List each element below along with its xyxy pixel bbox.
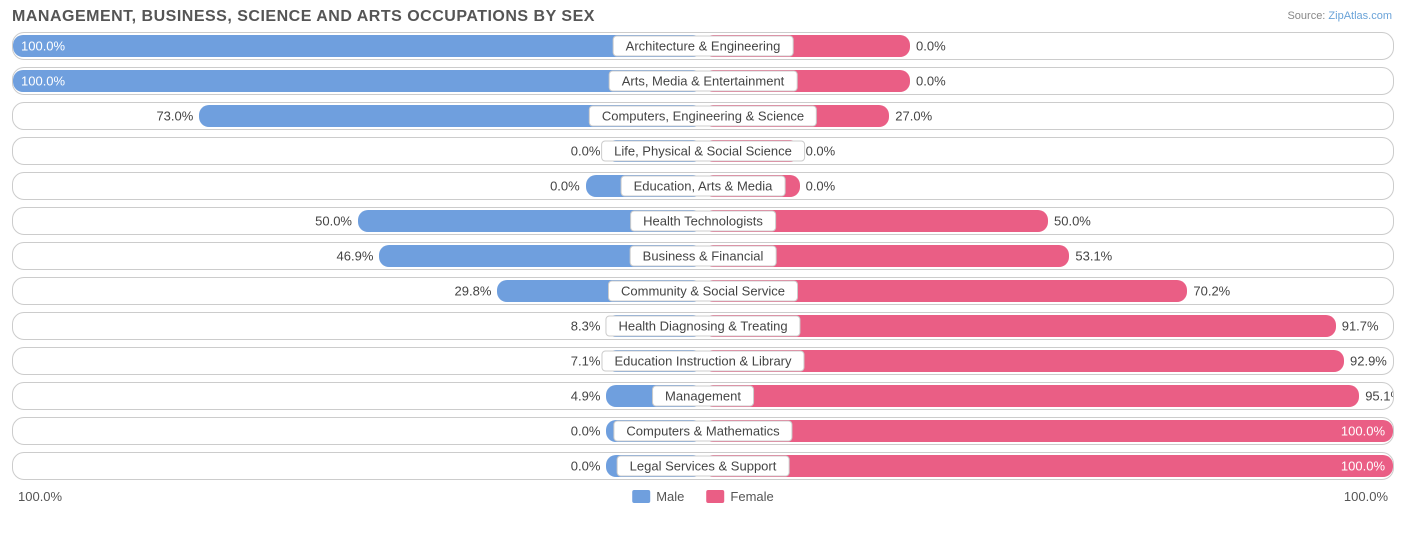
male-value-label: 73.0%: [156, 109, 193, 124]
male-bar: [13, 35, 703, 57]
female-value-label: 92.9%: [1350, 354, 1387, 369]
row-track: 0.0% 0.0%Life, Physical & Social Science: [12, 137, 1394, 165]
row-track: 0.0% 100.0% Legal Services & Support: [12, 452, 1394, 480]
category-label: Computers, Engineering & Science: [589, 106, 817, 127]
female-value-label: 95.1%: [1365, 389, 1394, 404]
axis-left-label: 100.0%: [18, 489, 62, 504]
female-bar: [703, 455, 1393, 477]
male-value-label: 4.9%: [571, 389, 601, 404]
category-label: Community & Social Service: [608, 281, 798, 302]
row-track: 73.0% 27.0% Computers, Engineering & Scien…: [12, 102, 1394, 130]
legend-item-male: Male: [632, 489, 684, 504]
row-track: 50.0% 50.0% Health Technologists: [12, 207, 1394, 235]
swatch-male: [632, 490, 650, 503]
male-value-label: 0.0%: [571, 459, 601, 474]
female-value-label: 100.0%: [1341, 459, 1385, 474]
axis-row: 100.0% Male Female 100.0%: [12, 487, 1394, 504]
category-label: Health Technologists: [630, 211, 776, 232]
category-label: Education Instruction & Library: [601, 351, 804, 372]
female-value-label: 0.0%: [916, 39, 946, 54]
axis-right-label: 100.0%: [1344, 489, 1388, 504]
legend-female-label: Female: [730, 489, 773, 504]
swatch-female: [706, 490, 724, 503]
male-value-label: 0.0%: [571, 424, 601, 439]
row-track: 29.8% 70.2% Community & Social Service: [12, 277, 1394, 305]
chart-title: MANAGEMENT, BUSINESS, SCIENCE AND ARTS O…: [12, 8, 1394, 26]
category-label: Computers & Mathematics: [613, 421, 792, 442]
male-value-label: 100.0%: [21, 74, 65, 89]
legend: Male Female: [632, 489, 774, 504]
category-label: Arts, Media & Entertainment: [609, 71, 798, 92]
row-track: 100.0% 0.0% Architecture & Engineering: [12, 32, 1394, 60]
category-label: Business & Financial: [630, 246, 777, 267]
female-value-label: 0.0%: [806, 179, 836, 194]
legend-male-label: Male: [656, 489, 684, 504]
female-bar: [703, 420, 1393, 442]
row-track: 100.0% 0.0% Arts, Media & Entertainment: [12, 67, 1394, 95]
source-site: ZipAtlas.com: [1328, 10, 1392, 22]
category-label: Legal Services & Support: [617, 456, 790, 477]
male-value-label: 50.0%: [315, 214, 352, 229]
female-bar: [703, 385, 1359, 407]
female-value-label: 100.0%: [1341, 424, 1385, 439]
row-track: 8.3% 91.7% Health Diagnosing & Treating: [12, 312, 1394, 340]
male-value-label: 100.0%: [21, 39, 65, 54]
source-attribution: Source: ZipAtlas.com: [1287, 10, 1392, 22]
rows-area: 100.0%0.0%Architecture & Engineering100.…: [12, 32, 1394, 480]
female-value-label: 70.2%: [1193, 284, 1230, 299]
category-label: Management: [652, 386, 754, 407]
male-value-label: 29.8%: [455, 284, 492, 299]
category-label: Education, Arts & Media: [621, 176, 786, 197]
source-prefix: Source:: [1287, 10, 1328, 22]
row-track: 7.1% 92.9% Education Instruction & Library: [12, 347, 1394, 375]
chart-container: MANAGEMENT, BUSINESS, SCIENCE AND ARTS O…: [0, 0, 1406, 559]
male-value-label: 8.3%: [571, 319, 601, 334]
category-label: Architecture & Engineering: [613, 36, 794, 57]
category-label: Health Diagnosing & Treating: [605, 316, 800, 337]
row-track: 46.9% 53.1% Business & Financial: [12, 242, 1394, 270]
row-track: 0.0% 0.0% Education, Arts & Media: [12, 172, 1394, 200]
male-value-label: 0.0%: [550, 179, 580, 194]
legend-item-female: Female: [706, 489, 773, 504]
female-value-label: 27.0%: [895, 109, 932, 124]
female-value-label: 0.0%: [806, 144, 836, 159]
category-label: Life, Physical & Social Science: [601, 141, 805, 162]
female-value-label: 0.0%: [916, 74, 946, 89]
male-value-label: 7.1%: [571, 354, 601, 369]
row-track: 4.9% 95.1% Management: [12, 382, 1394, 410]
female-value-label: 53.1%: [1075, 249, 1112, 264]
male-value-label: 46.9%: [337, 249, 374, 264]
row-track: 0.0% 100.0% Computers & Mathematics: [12, 417, 1394, 445]
female-value-label: 50.0%: [1054, 214, 1091, 229]
male-bar: [13, 70, 703, 92]
male-value-label: 0.0%: [571, 144, 601, 159]
female-value-label: 91.7%: [1342, 319, 1379, 334]
